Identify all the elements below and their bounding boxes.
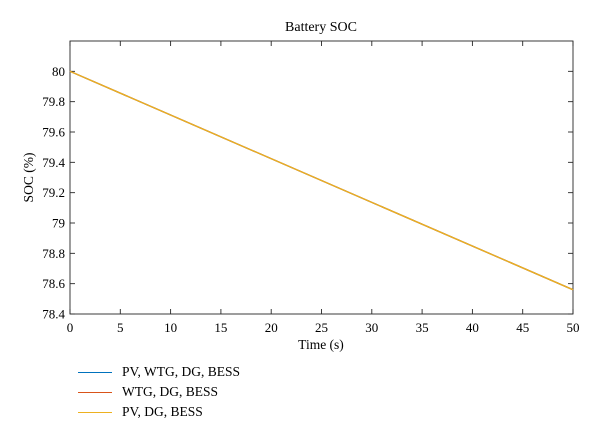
legend-item: PV, DG, BESS	[78, 402, 240, 422]
x-tick-label: 40	[466, 320, 479, 335]
y-tick-label: 79	[52, 216, 65, 231]
y-tick-label: 79.4	[42, 155, 65, 170]
x-tick-label: 15	[214, 320, 227, 335]
axis-ticks	[69, 41, 574, 315]
legend-swatch	[78, 411, 112, 413]
x-tick-label: 10	[164, 320, 177, 335]
y-tick-label: 79.8	[42, 94, 65, 109]
x-tick-label: 20	[265, 320, 278, 335]
x-tick-label: 45	[516, 320, 529, 335]
series-lines	[69, 70, 574, 291]
x-tick-label: 0	[67, 320, 74, 335]
y-tick-label: 80	[52, 64, 65, 79]
legend: PV, WTG, DG, BESS WTG, DG, BESS PV, DG, …	[78, 362, 240, 422]
legend-item: PV, WTG, DG, BESS	[78, 362, 240, 382]
y-tick-label: 78.8	[42, 246, 65, 261]
x-tick-label: 35	[416, 320, 429, 335]
y-tick-labels: 78.4 78.6 78.8 79 79.2 79.4 79.6 79.8 80	[42, 64, 65, 322]
x-tick-label: 5	[117, 320, 124, 335]
series-line-3	[69, 70, 574, 291]
y-tick-label: 78.6	[42, 276, 65, 291]
x-tick-label: 50	[567, 320, 580, 335]
legend-item: WTG, DG, BESS	[78, 382, 240, 402]
legend-label: WTG, DG, BESS	[122, 384, 219, 399]
x-tick-label: 25	[315, 320, 328, 335]
legend-swatch	[78, 391, 112, 393]
legend-label: PV, DG, BESS	[122, 404, 203, 419]
legend-swatch	[78, 371, 112, 373]
y-axis-label: SOC (%)	[21, 153, 36, 203]
y-tick-label: 79.2	[42, 185, 65, 200]
y-tick-label: 79.6	[42, 125, 65, 140]
x-axis-label: Time (s)	[298, 337, 344, 352]
y-tick-label: 78.4	[42, 307, 65, 322]
x-tick-labels: 0 5 10 15 20 25 30 35 40 45 50	[67, 320, 580, 335]
x-tick-label: 30	[365, 320, 378, 335]
legend-label: PV, WTG, DG, BESS	[122, 364, 241, 379]
chart-title: Battery SOC	[285, 20, 357, 35]
plot-area-frame	[69, 40, 574, 315]
